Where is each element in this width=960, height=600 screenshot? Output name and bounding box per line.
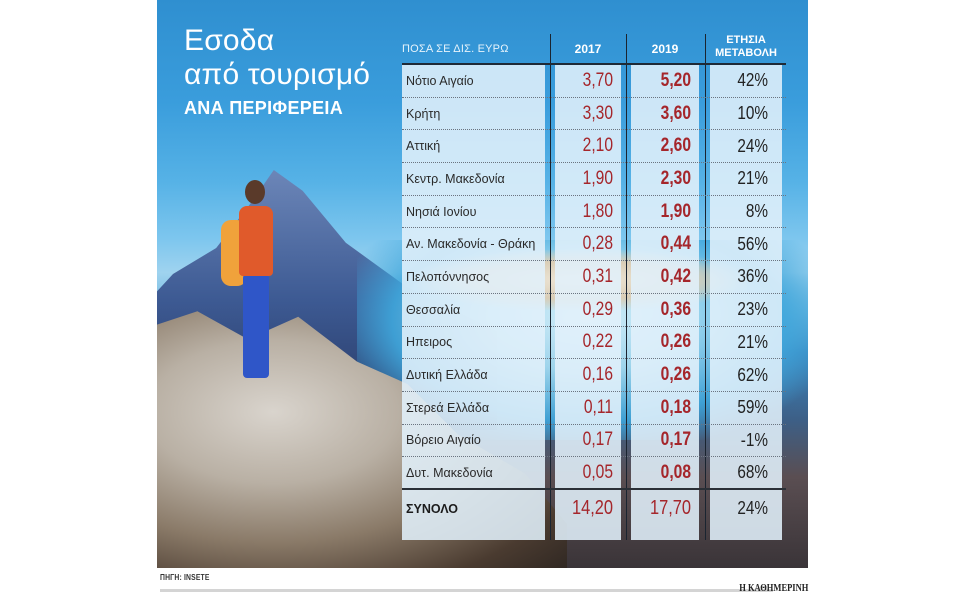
y2017-column-panel — [555, 65, 621, 540]
header-rule — [402, 63, 786, 65]
change-cell: 59% — [737, 397, 768, 418]
value-2017-cell: 2,10 — [582, 135, 613, 157]
page-subtitle: ΑΝΑ ΠΕΡΙΦΕΡΕΙΑ — [184, 98, 344, 118]
value-2017-cell: 0,31 — [582, 265, 613, 287]
change-cell: 10% — [737, 103, 768, 124]
value-2017-cell: 3,30 — [582, 102, 613, 124]
value-2019-cell: 1,90 — [660, 200, 691, 222]
region-cell: Στερεά Ελλάδα — [406, 400, 490, 415]
value-2019-cell: 0,26 — [660, 364, 691, 386]
region-cell: Αττική — [406, 139, 441, 154]
value-2017-cell: 0,22 — [582, 331, 613, 353]
change-cell: 62% — [737, 364, 768, 385]
value-2019-cell: 2,30 — [660, 167, 691, 189]
header-change: ΕΤΗΣΙΑ ΜΕΤΑΒΟΛΗ — [706, 34, 786, 64]
legs-shape — [243, 274, 269, 378]
value-2017-cell: 1,90 — [582, 167, 613, 189]
hiker-figure — [221, 180, 291, 390]
value-2019-cell: 0,17 — [660, 429, 691, 451]
change-cell: -1% — [740, 429, 768, 450]
change-column-panel — [710, 65, 782, 540]
value-2017-cell: 0,16 — [582, 364, 613, 386]
value-2017-cell: 0,11 — [583, 396, 613, 418]
column-divider — [705, 34, 706, 540]
column-divider — [550, 34, 551, 540]
region-cell: Κεντρ. Μακεδονία — [406, 171, 505, 186]
y2019-column-panel — [631, 65, 699, 540]
table-row: Ηπειρος 0,22 0,26 21% — [402, 327, 786, 360]
total-row: ΣΥΝΟΛΟ 14,20 17,70 24% — [402, 490, 786, 528]
table-row: Πελοπόννησος 0,31 0,42 36% — [402, 261, 786, 294]
value-2017-cell: 1,80 — [582, 200, 613, 222]
value-2019-cell: 0,42 — [660, 265, 691, 287]
region-cell: Θεσσαλία — [406, 302, 461, 317]
footer-rule — [160, 589, 773, 592]
value-2017-cell: 0,29 — [582, 298, 613, 320]
table-row: Νότιο Αιγαίο 3,70 5,20 42% — [402, 65, 786, 98]
table-row: Στερεά Ελλάδα 0,11 0,18 59% — [402, 392, 786, 425]
region-cell: Πελοπόννησος — [406, 269, 490, 284]
change-cell: 56% — [737, 233, 768, 254]
header-2019: 2019 — [651, 42, 679, 56]
value-2017-cell: 0,17 — [582, 429, 613, 451]
page-title-line1: Εσοδα — [184, 24, 275, 57]
value-2019-cell: 0,26 — [660, 331, 691, 353]
source-note: ΠΗΓΗ: INSETE — [160, 573, 210, 582]
value-2017-cell: 0,28 — [582, 233, 613, 255]
total-2017-cell: 14,20 — [571, 497, 613, 520]
change-cell: 24% — [737, 135, 768, 156]
change-cell: 21% — [737, 331, 768, 352]
region-cell: Δυτ. Μακεδονία — [406, 465, 493, 480]
table-row: Αν. Μακεδονία - Θράκη 0,28 0,44 56% — [402, 228, 786, 262]
value-2019-cell: 0,08 — [660, 461, 691, 483]
header-region: ΠΟΣΑ ΣΕ ΔΙΣ. ΕΥΡΩ — [402, 43, 509, 55]
value-2019-cell: 0,18 — [660, 396, 691, 418]
region-cell: Δυτική Ελλάδα — [406, 368, 488, 383]
change-cell: 68% — [737, 462, 768, 483]
page-title-line2: από τουρισμό — [184, 58, 371, 91]
data-table: Νότιο Αιγαίο 3,70 5,20 42% Κρήτη 3,30 3,… — [402, 65, 786, 528]
table-row: Αττική 2,10 2,60 24% — [402, 130, 786, 164]
table-row: Κρήτη 3,30 3,60 10% — [402, 98, 786, 131]
total-change-cell: 24% — [737, 498, 768, 519]
total-2019-cell: 17,70 — [649, 497, 691, 520]
value-2019-cell: 2,60 — [660, 135, 691, 157]
region-cell: Νησιά Ιονίου — [406, 204, 477, 219]
value-2017-cell: 3,70 — [582, 69, 613, 91]
change-cell: 21% — [737, 168, 768, 189]
table-row: Δυτ. Μακεδονία 0,05 0,08 68% — [402, 457, 786, 490]
region-cell: Ηπειρος — [406, 335, 453, 350]
value-2019-cell: 3,60 — [660, 102, 691, 124]
header-2017: 2017 — [574, 42, 602, 56]
header-change-line1: ΕΤΗΣΙΑ — [726, 34, 766, 46]
torso-shape — [239, 206, 273, 276]
change-cell: 42% — [737, 70, 768, 91]
region-cell: Κρήτη — [406, 106, 441, 121]
table-row: Κεντρ. Μακεδονία 1,90 2,30 21% — [402, 163, 786, 196]
value-2017-cell: 0,05 — [582, 461, 613, 483]
table-row: Δυτική Ελλάδα 0,16 0,26 62% — [402, 359, 786, 392]
table-row: Νησιά Ιονίου 1,80 1,90 8% — [402, 196, 786, 229]
total-label: ΣΥΝΟΛΟ — [406, 501, 458, 516]
value-2019-cell: 0,44 — [660, 233, 691, 255]
region-cell: Νότιο Αιγαίο — [406, 73, 474, 88]
region-column-panel — [402, 65, 545, 540]
change-cell: 8% — [745, 201, 768, 222]
column-divider — [626, 34, 627, 540]
publisher-logo: Η ΚΑΘΗΜΕΡΙΝΗ — [738, 583, 808, 594]
region-cell: Βόρειο Αιγαίο — [406, 433, 481, 448]
region-cell: Αν. Μακεδονία - Θράκη — [406, 237, 536, 252]
change-cell: 23% — [737, 299, 768, 320]
header-change-line2: ΜΕΤΑΒΟΛΗ — [715, 47, 777, 59]
title-block: Εσοδα από τουρισμό ΑΝΑ ΠΕΡΙΦΕΡΕΙΑ — [184, 24, 370, 119]
head-shape — [245, 180, 265, 204]
value-2019-cell: 0,36 — [660, 298, 691, 320]
table-row: Βόρειο Αιγαίο 0,17 0,17 -1% — [402, 425, 786, 458]
value-2019-cell: 5,20 — [660, 69, 691, 91]
change-cell: 36% — [737, 266, 768, 287]
table-row: Θεσσαλία 0,29 0,36 23% — [402, 294, 786, 327]
